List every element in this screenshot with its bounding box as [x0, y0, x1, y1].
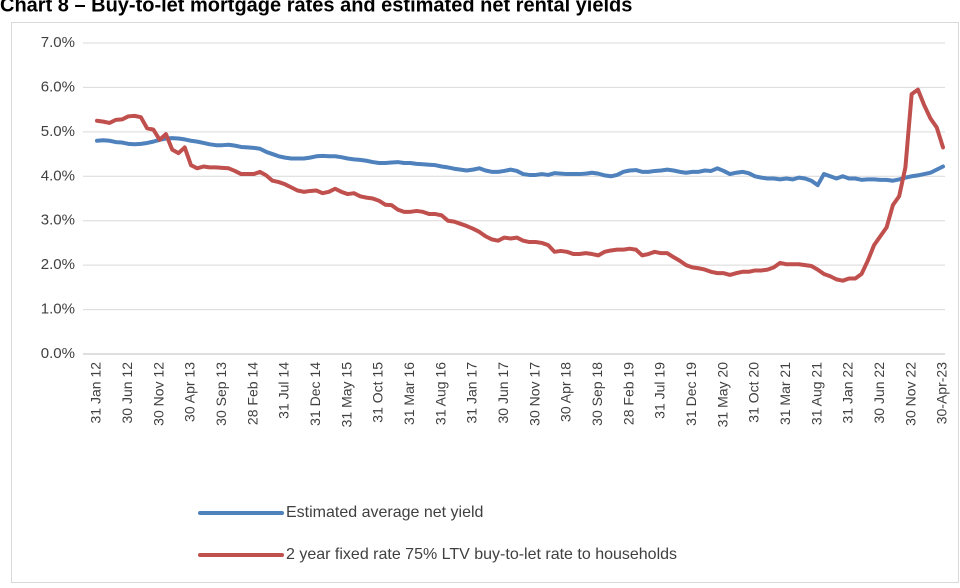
x-tick-label: 31 Mar 16	[401, 362, 417, 425]
x-tick-label: 31 Jan 17	[464, 362, 480, 424]
x-tick-label: 30 Jun 22	[871, 362, 887, 424]
y-tick-label: 0.0%	[41, 345, 75, 362]
x-tick-label: 30 Jun 17	[495, 362, 511, 424]
legend-label: Estimated average net yield	[286, 504, 483, 521]
chart-title: Chart 8 – Buy-to-let mortgage rates and …	[0, 0, 632, 16]
x-tick-label: 31 Aug 21	[808, 362, 824, 425]
x-tick-label: 31 Oct 20	[746, 362, 762, 423]
x-tick-label: 31 May 15	[338, 362, 354, 428]
y-tick-label: 5.0%	[41, 123, 75, 140]
x-tick-label: 30 Apr 13	[182, 362, 198, 422]
y-tick-label: 2.0%	[41, 256, 75, 273]
x-tick-label: 31 Jan 12	[88, 362, 104, 424]
series-line	[95, 136, 945, 188]
legend-label: 2 year fixed rate 75% LTV buy-to-let rat…	[286, 546, 677, 563]
x-tick-label: 30 Nov 22	[902, 362, 918, 426]
x-tick-label: 31 Dec 19	[683, 362, 699, 426]
x-tick-label: 31 Jan 22	[840, 362, 856, 424]
y-tick-label: 1.0%	[41, 301, 75, 318]
x-tick-label: 30 Nov 12	[150, 362, 166, 426]
x-tick-label: 30 Apr 18	[558, 362, 574, 422]
x-tick-label: 31 Aug 16	[432, 362, 448, 425]
series-line	[95, 87, 945, 283]
x-tick-label: 30 Jun 12	[119, 362, 135, 424]
x-tick-label: 31 Dec 14	[307, 362, 323, 426]
x-tick-label: 30 Nov 17	[526, 362, 542, 426]
x-tick-label: 31 May 20	[714, 362, 730, 428]
x-tick-label: 31 Jul 19	[652, 362, 668, 419]
y-tick-label: 3.0%	[41, 212, 75, 229]
x-tick-label: 30 Sep 13	[213, 362, 229, 426]
y-tick-label: 6.0%	[41, 78, 75, 95]
y-tick-label: 7.0%	[41, 34, 75, 51]
x-tick-label: 28 Feb 14	[244, 362, 260, 425]
x-tick-label: 28 Feb 19	[620, 362, 636, 425]
x-tick-label: 30 Sep 18	[589, 362, 605, 426]
x-tick-label: 30-Apr-23	[934, 362, 950, 424]
x-tick-label: 31 Oct 15	[370, 362, 386, 423]
x-tick-label: 31 Jul 14	[276, 362, 292, 419]
chart-frame	[11, 22, 959, 583]
x-tick-label: 31 Mar 21	[777, 362, 793, 425]
y-tick-label: 4.0%	[41, 167, 75, 184]
